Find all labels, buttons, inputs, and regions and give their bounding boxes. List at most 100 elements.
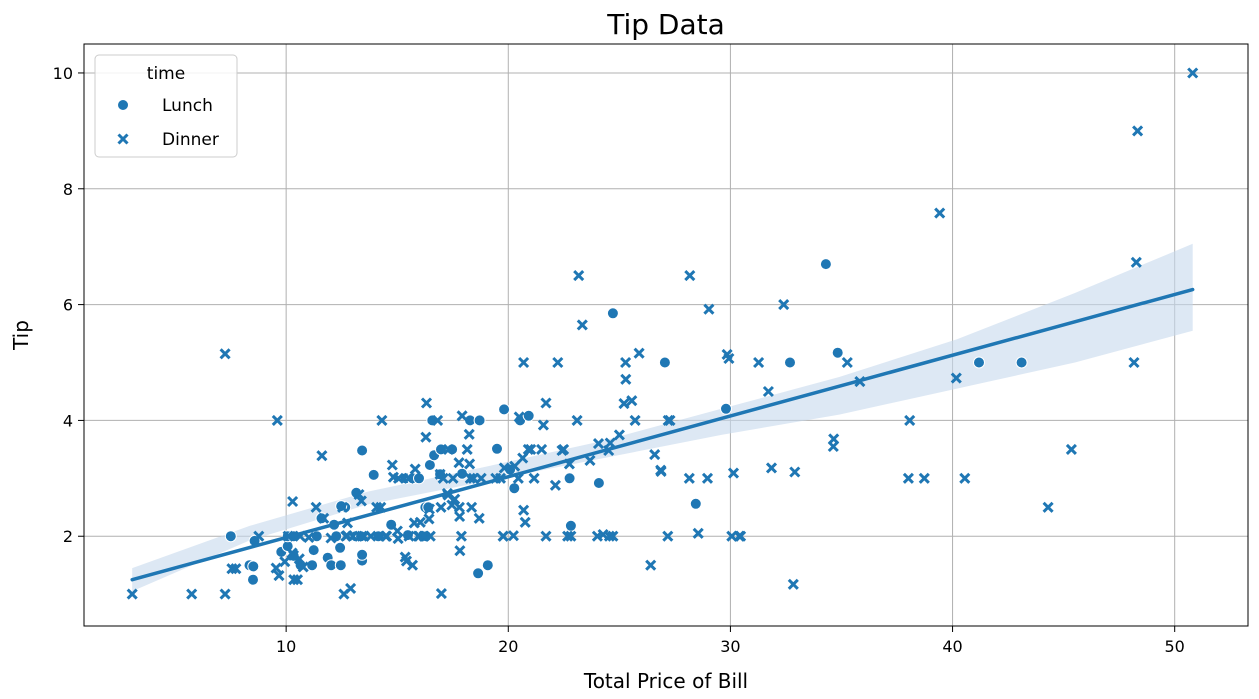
- dinner-point-21: [310, 501, 322, 513]
- regression-line-group: [130, 287, 1195, 582]
- dinner-point-60: [437, 472, 449, 484]
- lunch-point-2: [247, 560, 260, 573]
- lunch-point-54: [720, 402, 732, 415]
- dinner-point-95: [537, 419, 549, 431]
- dinner-point-97: [549, 479, 561, 491]
- lunch-point-28: [413, 472, 425, 485]
- dinner-point-53: [420, 397, 433, 409]
- x-tick-label-30: 30: [720, 637, 740, 656]
- dinner-point-88: [518, 356, 530, 369]
- lunch-point-59: [1015, 356, 1028, 369]
- dinner-point-72: [461, 443, 473, 455]
- dinner-point-172: [380, 530, 392, 542]
- dinner-point-57: [432, 414, 444, 426]
- dinner-point-55: [423, 503, 435, 515]
- dinner-point-161: [406, 559, 419, 571]
- dinner-point-47: [409, 463, 421, 475]
- dinner-point-54: [423, 513, 435, 525]
- dinner-point-145: [828, 433, 840, 445]
- legend-dinner-marker: [117, 133, 129, 145]
- lunch-point-57: [831, 346, 844, 359]
- dinner-point-118: [629, 414, 641, 426]
- dinner-point-138: [753, 356, 765, 369]
- lunch-point-42: [491, 442, 503, 455]
- dinner-point-143: [789, 466, 801, 478]
- legend-lunch-label: Lunch: [162, 96, 213, 116]
- legend-box: [94, 54, 238, 158]
- dinner-point-163: [356, 530, 368, 542]
- lunch-point-14: [334, 541, 347, 554]
- chart-title: Tip Data: [606, 8, 725, 41]
- dinner-point-158: [1132, 125, 1144, 137]
- dinner-point-100: [558, 443, 570, 455]
- dinner-point-74: [464, 458, 476, 470]
- dinner-point-101: [562, 530, 574, 542]
- dinner-point-19: [288, 574, 300, 586]
- y-tick-label-6: 6: [63, 296, 73, 315]
- dinner-point-63: [442, 443, 455, 455]
- dinner-point-153: [959, 472, 971, 484]
- lunch-point-53: [689, 497, 702, 510]
- dinner-point-156: [1128, 356, 1140, 369]
- dinner-point-14: [287, 549, 300, 561]
- dinner-point-5: [230, 563, 242, 575]
- dinner-point-104: [573, 270, 585, 282]
- dinner-point-167: [607, 530, 619, 542]
- dinner-point-8: [271, 414, 283, 426]
- dinner-point-29: [345, 582, 357, 594]
- y-tick-label-4: 4: [63, 411, 73, 430]
- dinner-point-75: [464, 472, 476, 484]
- x-tick-label-50: 50: [1165, 637, 1185, 656]
- lunch-point-49: [564, 519, 577, 532]
- dinner-point-69: [454, 545, 466, 557]
- dinner-point-0: [126, 588, 138, 600]
- dinner-point-85: [509, 460, 521, 472]
- dinner-point-90: [519, 516, 531, 528]
- lunch-point-48: [563, 472, 576, 485]
- dinner-point-128: [684, 270, 696, 282]
- dinner-point-152: [950, 372, 962, 384]
- lunch-point-43: [498, 403, 511, 416]
- dinner-point-1: [186, 588, 198, 600]
- dinner-point-129: [692, 527, 704, 539]
- dinner-point-71: [456, 410, 468, 422]
- lunch-point-22: [356, 444, 369, 457]
- lunch-point-40: [472, 567, 485, 580]
- dinner-point-20: [303, 531, 315, 543]
- dinner-point-105: [576, 319, 588, 331]
- dinner-point-93: [528, 472, 540, 484]
- dinner-point-9: [273, 570, 285, 582]
- dinner-point-36: [376, 414, 388, 426]
- dinner-point-56: [424, 530, 436, 542]
- lunch-point-55: [784, 356, 796, 369]
- dinner-point-162: [513, 411, 525, 423]
- dinner-point-10: [279, 556, 291, 568]
- dinner-point-67: [453, 457, 465, 469]
- dinner-point-91: [522, 443, 534, 455]
- lunch-point-39: [473, 414, 486, 427]
- legend-title: time: [147, 64, 185, 84]
- dinner-point-45: [403, 472, 415, 484]
- dinner-point-171: [435, 501, 447, 513]
- dinner-point-87: [517, 452, 529, 464]
- lunch-point-32: [423, 459, 436, 471]
- dinner-point-94: [536, 443, 548, 455]
- dinner-point-142: [787, 578, 799, 590]
- lunch-point-58: [973, 356, 985, 369]
- x-tick-label-20: 20: [498, 637, 518, 656]
- dinner-point-168: [540, 530, 552, 542]
- dinner-point-76: [466, 501, 478, 513]
- dinner-point-130: [701, 472, 714, 484]
- plot-frame: [83, 43, 1249, 627]
- x-tick-label-40: 40: [942, 637, 962, 656]
- dinner-point-15: [291, 574, 304, 586]
- regression-line: [130, 287, 1195, 582]
- dinner-point-31: [355, 495, 367, 507]
- legend-lunch-marker: [117, 99, 129, 111]
- dinner-point-135: [727, 467, 740, 479]
- dinner-point-25: [337, 501, 349, 513]
- lunch-point-47: [522, 409, 535, 422]
- dinner-point-3: [219, 348, 231, 360]
- dinner-point-89: [518, 504, 530, 516]
- dinner-point-119: [633, 347, 645, 359]
